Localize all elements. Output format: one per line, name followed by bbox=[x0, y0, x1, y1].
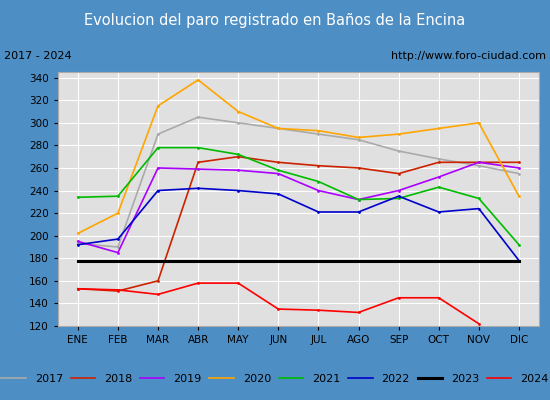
Text: Evolucion del paro registrado en Baños de la Encina: Evolucion del paro registrado en Baños d… bbox=[84, 14, 466, 28]
Legend: 2017, 2018, 2019, 2020, 2021, 2022, 2023, 2024: 2017, 2018, 2019, 2020, 2021, 2022, 2023… bbox=[0, 369, 550, 389]
Text: 2017 - 2024: 2017 - 2024 bbox=[4, 51, 72, 61]
Text: http://www.foro-ciudad.com: http://www.foro-ciudad.com bbox=[390, 51, 546, 61]
